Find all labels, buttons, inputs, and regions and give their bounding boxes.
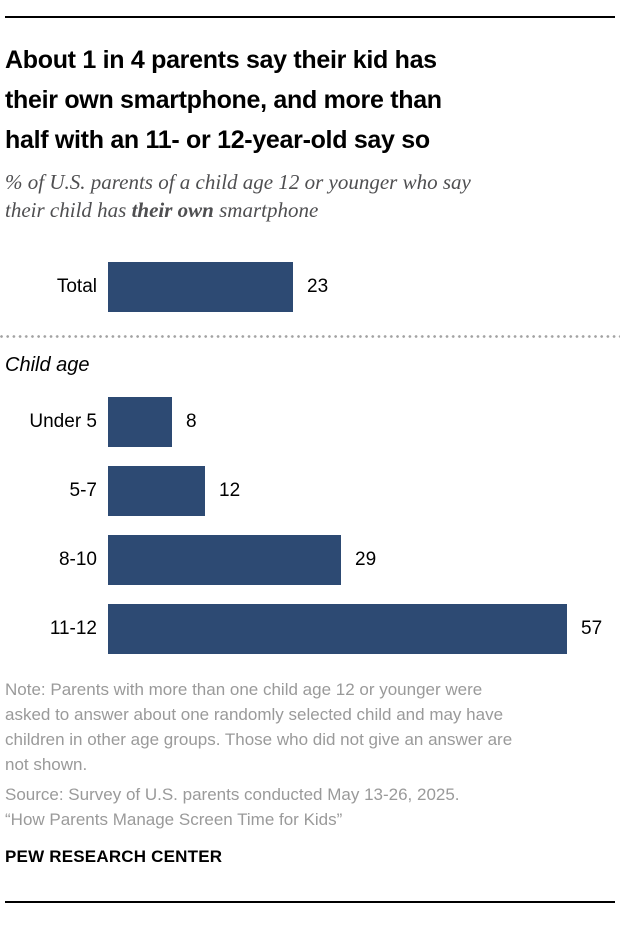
bar-row: 11-12 57 xyxy=(5,604,615,654)
subtitle-line2-bold: their own xyxy=(131,198,214,222)
bar-value-label: 8 xyxy=(186,411,197,432)
bar xyxy=(108,535,341,585)
bottom-rule xyxy=(5,901,615,903)
bar xyxy=(108,262,293,312)
source-text: Source: Survey of U.S. parents conducted… xyxy=(5,785,460,804)
bar-row: Under 5 8 xyxy=(5,397,615,447)
brand-wordmark: PEW RESEARCH CENTER xyxy=(5,847,223,866)
chart-title: About 1 in 4 parents say their kid has t… xyxy=(5,46,442,154)
group-label: Child age xyxy=(5,354,90,376)
bar-row: Total 23 xyxy=(5,262,615,312)
subtitle-line2-post: smartphone xyxy=(213,198,319,222)
bar-row: 8-10 29 xyxy=(5,535,615,585)
bar xyxy=(108,604,567,654)
subtitle-line1: % of U.S. parents of a child age 12 or y… xyxy=(5,170,471,194)
bar-category-label: Total xyxy=(56,276,97,297)
bar-chart: Total 23 Child age Under 5 8 5-7 12 8-10… xyxy=(0,262,620,654)
bar-value-label: 12 xyxy=(219,480,241,501)
bar-category-label: Under 5 xyxy=(29,411,97,432)
dotted-divider xyxy=(0,335,620,338)
bar-value-label: 29 xyxy=(355,549,377,570)
footer: Note: Parents with more than one child a… xyxy=(5,677,615,868)
bar-category-label: 8-10 xyxy=(58,549,97,570)
bar-value-label: 57 xyxy=(581,618,603,639)
report-title-text: “How Parents Manage Screen Time for Kids… xyxy=(5,810,343,829)
note-text: Note: Parents with more than one child a… xyxy=(5,680,513,774)
age-group-rows-section: Under 5 8 5-7 12 8-10 29 11-12 57 xyxy=(5,397,615,654)
subtitle-line2-pre: their child has xyxy=(5,198,132,222)
bar xyxy=(108,466,205,516)
bar-category-label: 5-7 xyxy=(69,480,97,501)
bar-row: 5-7 12 xyxy=(5,466,615,516)
bar-value-label: 23 xyxy=(307,276,329,297)
total-row-section: Total 23 xyxy=(5,262,615,312)
bar-category-label: 11-12 xyxy=(49,618,97,639)
bar xyxy=(108,397,172,447)
chart-card: About 1 in 4 parents say their kid has t… xyxy=(0,16,620,936)
chart-subtitle: % of U.S. parents of a child age 12 or y… xyxy=(5,168,615,224)
top-rule xyxy=(5,16,615,18)
